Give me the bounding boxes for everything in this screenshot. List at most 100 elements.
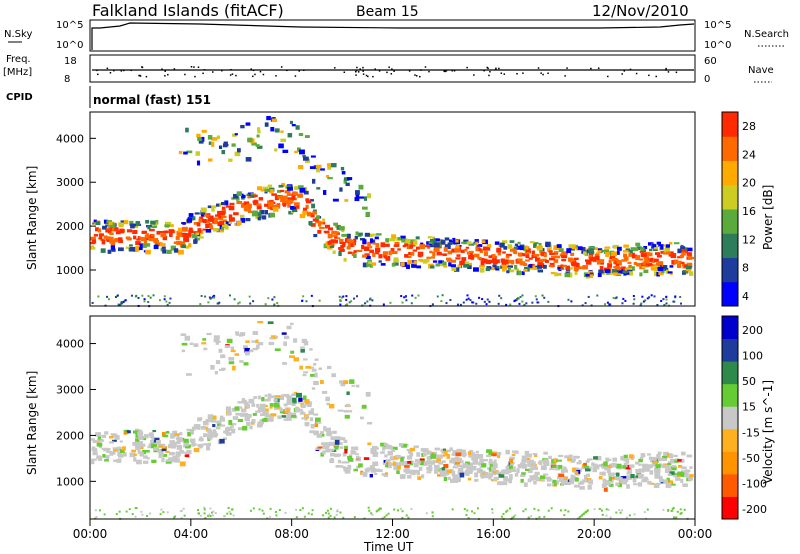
echo-cell [138, 435, 144, 440]
echo-cell [608, 480, 614, 483]
echo-cell [151, 225, 157, 229]
echo-cell [502, 512, 505, 515]
echo-cell [108, 221, 113, 226]
echo-cell [331, 230, 337, 235]
freq-dot [424, 66, 427, 68]
echo-cell [291, 414, 297, 418]
echo-cell [117, 451, 122, 456]
echo-cell [254, 200, 259, 204]
echo-cell [228, 221, 232, 224]
echo-cell [579, 486, 585, 490]
echo-cell [467, 462, 472, 468]
echo-cell [606, 301, 609, 304]
echo-cell [158, 444, 163, 448]
echo-cell [417, 460, 421, 464]
echo-cell [390, 248, 395, 252]
echo-cell [155, 219, 159, 225]
colorbar-swatch [722, 112, 738, 137]
echo-cell [636, 262, 641, 267]
echo-cell [509, 507, 512, 510]
nsky-tick-bottom: 10^0 [56, 40, 83, 51]
echo-cell [533, 242, 539, 245]
echo-cell [450, 478, 455, 483]
echo-cell [346, 233, 351, 239]
echo-cell [263, 404, 268, 408]
echo-cell [439, 469, 444, 475]
echo-cell [355, 453, 359, 456]
echo-cell [535, 476, 540, 482]
echo-cell [400, 235, 406, 240]
echo-cell [257, 214, 262, 219]
echo-cell [613, 472, 619, 476]
echo-cell [451, 266, 457, 271]
echo-cell [193, 447, 200, 453]
echo-cell [213, 294, 216, 297]
echo-cell [262, 512, 265, 515]
echo-cell [673, 459, 680, 463]
echo-cell [367, 442, 372, 446]
echo-cell [672, 300, 675, 303]
echo-cell [345, 469, 351, 474]
echo-cell [533, 454, 538, 457]
echo-cell [521, 294, 524, 297]
echo-cell [476, 244, 483, 248]
echo-cell [514, 514, 517, 517]
freq-dot [500, 72, 503, 74]
echo-cell [165, 221, 170, 226]
echo-cell [350, 300, 353, 303]
echo-cell [311, 387, 316, 390]
echo-cell [463, 508, 466, 511]
echo-cell [631, 252, 635, 257]
echo-cell [339, 248, 345, 252]
echo-cell [90, 459, 95, 465]
echo-cell [325, 427, 331, 432]
echo-cell [446, 257, 452, 261]
echo-cell [656, 241, 661, 245]
echo-cell [336, 225, 341, 230]
echo-cell [497, 454, 501, 459]
echo-cell [97, 295, 100, 298]
echo-cell [114, 227, 119, 231]
echo-cell [347, 458, 354, 462]
echo-cell [403, 296, 406, 299]
echo-cell [618, 269, 624, 273]
echo-cell [620, 455, 624, 460]
echo-cell [182, 507, 185, 510]
echo-cell [441, 460, 446, 463]
freq-dot [623, 70, 626, 72]
echo-cell [393, 257, 399, 263]
echo-cell [384, 454, 388, 458]
echo-cell [198, 232, 202, 237]
echo-cell [362, 472, 368, 477]
echo-cell [136, 459, 142, 465]
echo-cell [207, 415, 213, 421]
echo-cell [648, 296, 651, 299]
echo-cell [401, 510, 404, 513]
echo-cell [256, 403, 260, 408]
freq-dot [648, 74, 650, 77]
echo-cell [203, 218, 207, 224]
echo-cell [243, 362, 249, 366]
echo-cell [441, 294, 444, 297]
echo-cell [244, 406, 249, 409]
echo-cell [184, 335, 191, 341]
echo-cell [665, 298, 668, 301]
echo-cell [197, 228, 202, 233]
echo-cell [223, 437, 227, 441]
echo-cell [334, 439, 340, 445]
echo-cell [467, 262, 473, 266]
echo-cell [123, 432, 128, 435]
echo-cell [146, 457, 150, 460]
echo-cell [616, 246, 622, 251]
echo-cell [247, 196, 251, 199]
echo-cell [302, 156, 309, 161]
echo-cell [679, 254, 685, 258]
echo-cell [584, 302, 587, 305]
echo-cell [593, 508, 596, 511]
echo-cell [380, 263, 386, 266]
echo-cell [240, 217, 246, 223]
echo-cell [597, 272, 602, 278]
echo-cell [637, 482, 643, 487]
freq-dot [486, 66, 488, 69]
